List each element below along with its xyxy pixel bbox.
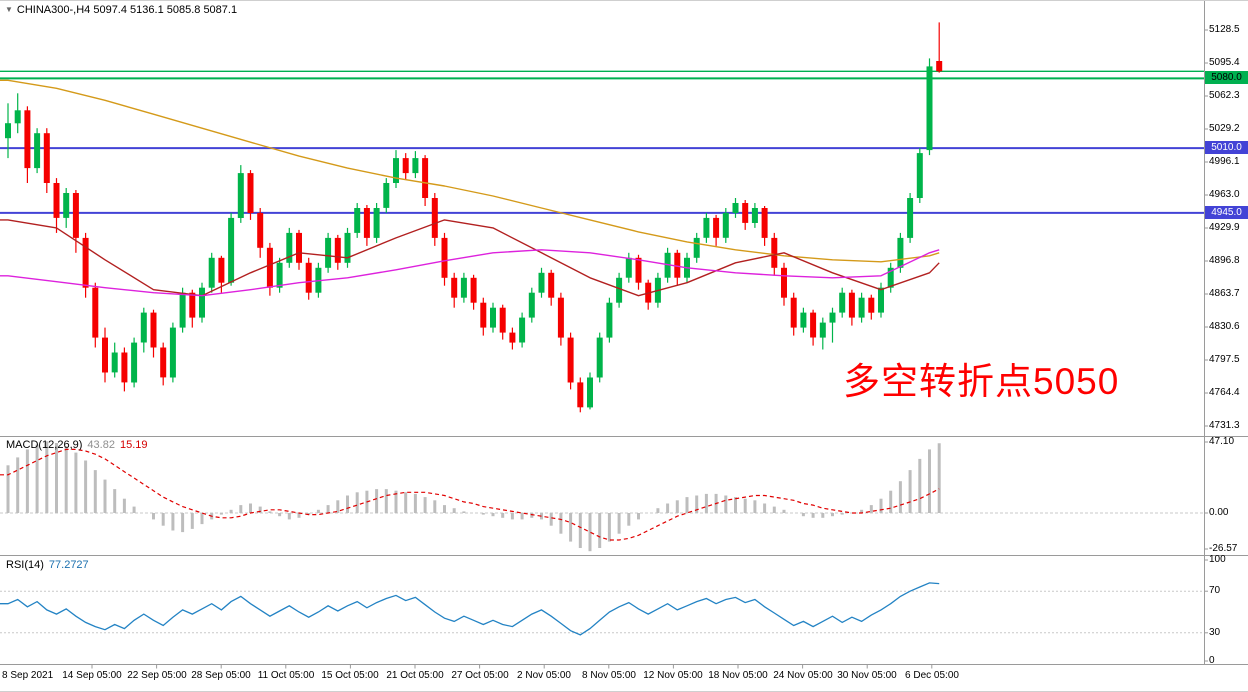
hline-layer [0,70,1204,214]
macd-signal-value: 15.19 [119,439,148,451]
rsi-axis-label: 0 [1209,655,1215,666]
macd-main-value: 43.82 [87,439,115,451]
macd-indicator-label: MACD(12,26,9) 43.82 15.19 [6,439,147,451]
rsi-axis-label: 30 [1209,627,1221,638]
macd-axis-label: -26.57 [1209,543,1238,554]
symbol-info: ▼ CHINA300-,H4 5097.4 5136.1 5085.8 5087.… [5,4,237,16]
price-line-tag: 5010.0 [1205,141,1248,154]
price-axis-label: 4963.0 [1209,189,1240,200]
time-axis-label: 11 Oct 05:00 [257,670,315,681]
ma-fast-magenta [0,249,940,297]
macd-signal-line [0,448,940,541]
macd-name: MACD(12,26,9) [6,439,83,451]
price-axis-label: 4996.1 [1209,156,1240,167]
rsi-value-line [0,582,940,636]
price-axis-label: 4863.7 [1209,288,1240,299]
symbol-ohlc-text: CHINA300-,H4 5097.4 5136.1 5085.8 5087.1 [16,4,238,16]
time-axis-label: 8 Sep 2021 [2,670,54,681]
time-axis-label: 14 Sep 05:00 [62,670,122,681]
chart-annotation-text: 多空转折点5050 [843,361,1120,402]
price-axis-label: 4929.9 [1209,222,1240,233]
price-axis-label: 4731.3 [1209,420,1240,431]
time-axis-label: 27 Oct 05:00 [451,670,509,681]
candles-layer [5,22,943,413]
price-axis-label: 5128.5 [1209,24,1240,35]
rsi-axis-label: 100 [1209,554,1226,565]
price-axis-label: 4896.8 [1209,255,1240,266]
rsi-value: 77.2727 [48,559,89,571]
price-axis-label: 4764.4 [1209,387,1240,398]
rsi-name: RSI(14) [6,559,44,571]
price-line-tag: 5080.0 [1205,71,1248,84]
price-line-tag: 4945.0 [1205,206,1248,219]
time-axis-label: 8 Nov 05:00 [582,670,636,681]
symbol-dropdown-icon[interactable]: ▼ [5,5,13,14]
macd-axis-label: 0.00 [1209,507,1229,518]
grid-layer [0,1,1248,669]
price-axis-label: 4797.5 [1209,354,1240,365]
moving-average-layer [0,79,940,297]
macd-axis-label: 47.10 [1209,436,1235,447]
time-axis-label: 28 Sep 05:00 [191,670,251,681]
price-axis-label: 5062.3 [1209,90,1240,101]
price-axis-label: 4830.6 [1209,321,1240,332]
time-axis-label: 30 Nov 05:00 [837,670,897,681]
ma-long-orange [0,79,940,263]
rsi-layer [0,582,1204,636]
macd-layer [0,441,1204,552]
price-axis-label: 5095.4 [1209,57,1240,68]
time-axis-label: 6 Dec 05:00 [905,670,959,681]
time-axis-label: 15 Oct 05:00 [321,670,379,681]
ma-mid-darkred [0,219,940,297]
time-axis-label: 21 Oct 05:00 [386,670,444,681]
time-axis-label: 24 Nov 05:00 [773,670,833,681]
time-axis-label: 22 Sep 05:00 [127,670,187,681]
rsi-indicator-label: RSI(14) 77.2727 [6,559,89,571]
time-axis-label: 12 Nov 05:00 [643,670,703,681]
time-axis-label: 18 Nov 05:00 [708,670,768,681]
price-axis-label: 5029.2 [1209,123,1240,134]
time-axis-label: 2 Nov 05:00 [517,670,571,681]
rsi-axis-label: 70 [1209,585,1221,596]
